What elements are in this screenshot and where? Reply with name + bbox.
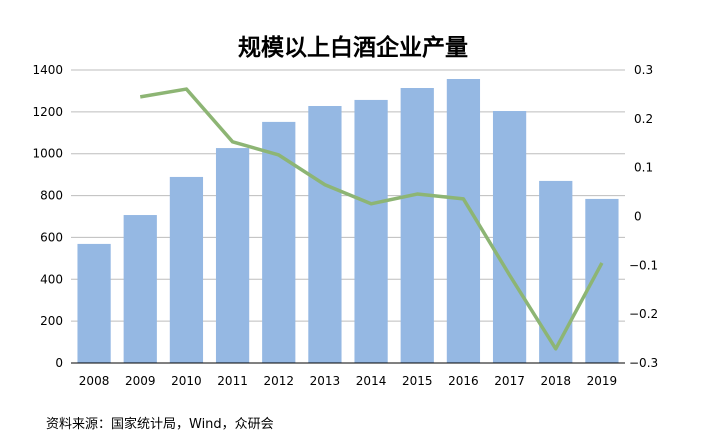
- left-axis-tick-label: 200: [40, 314, 63, 328]
- x-axis-tick-label: 2018: [540, 374, 571, 388]
- x-axis-tick-label: 2013: [310, 374, 341, 388]
- left-axis-tick-label: 800: [40, 189, 63, 203]
- x-axis-tick-label: 2008: [79, 374, 110, 388]
- bar-2009: [123, 215, 157, 363]
- right-axis-tick-label: −0.1: [629, 258, 658, 272]
- x-axis-tick-label: 2012: [263, 374, 294, 388]
- left-axis-tick-label: 1200: [32, 105, 63, 119]
- left-axis-tick-label: 400: [40, 272, 63, 286]
- x-axis-tick-label: 2011: [217, 374, 248, 388]
- bar-2014: [354, 99, 388, 363]
- x-axis-tick-label: 2015: [402, 374, 433, 388]
- right-axis-tick-label: 0.1: [634, 161, 653, 175]
- bar-2015: [400, 87, 434, 364]
- left-axis-tick-label: 0: [55, 356, 63, 370]
- x-axis-tick-label: 2014: [356, 374, 387, 388]
- x-axis-tick-label: 2017: [494, 374, 525, 388]
- left-axis-tick-label: 1000: [32, 147, 63, 161]
- right-axis-tick-label: −0.2: [629, 307, 658, 321]
- x-axis-tick-label: 2010: [171, 374, 202, 388]
- right-axis-tick-label: 0.2: [634, 112, 653, 126]
- bar-2016: [446, 78, 481, 364]
- left-axis-tick-label: 600: [40, 230, 63, 244]
- x-axis-tick-label: 2016: [448, 374, 479, 388]
- chart-title: 规模以上白酒企业产量: [238, 35, 468, 61]
- right-axis-tick-label: 0.3: [634, 63, 653, 77]
- bar-2010: [169, 176, 204, 363]
- bar-2011: [215, 148, 250, 363]
- x-axis-tick-label: 2009: [125, 374, 156, 388]
- bar-2017: [492, 111, 527, 364]
- source-note: 资料来源：国家统计局，Wind，众研会: [46, 417, 274, 432]
- right-axis-tick-label: −0.3: [629, 356, 658, 370]
- x-axis-tick-label: 2019: [587, 374, 618, 388]
- bar-2008: [77, 243, 111, 363]
- bar-2018: [539, 180, 573, 363]
- left-axis-tick-label: 1400: [32, 63, 63, 77]
- bar-2013: [308, 105, 342, 364]
- right-axis-tick-label: 0: [634, 210, 642, 224]
- bar-2012: [262, 121, 296, 363]
